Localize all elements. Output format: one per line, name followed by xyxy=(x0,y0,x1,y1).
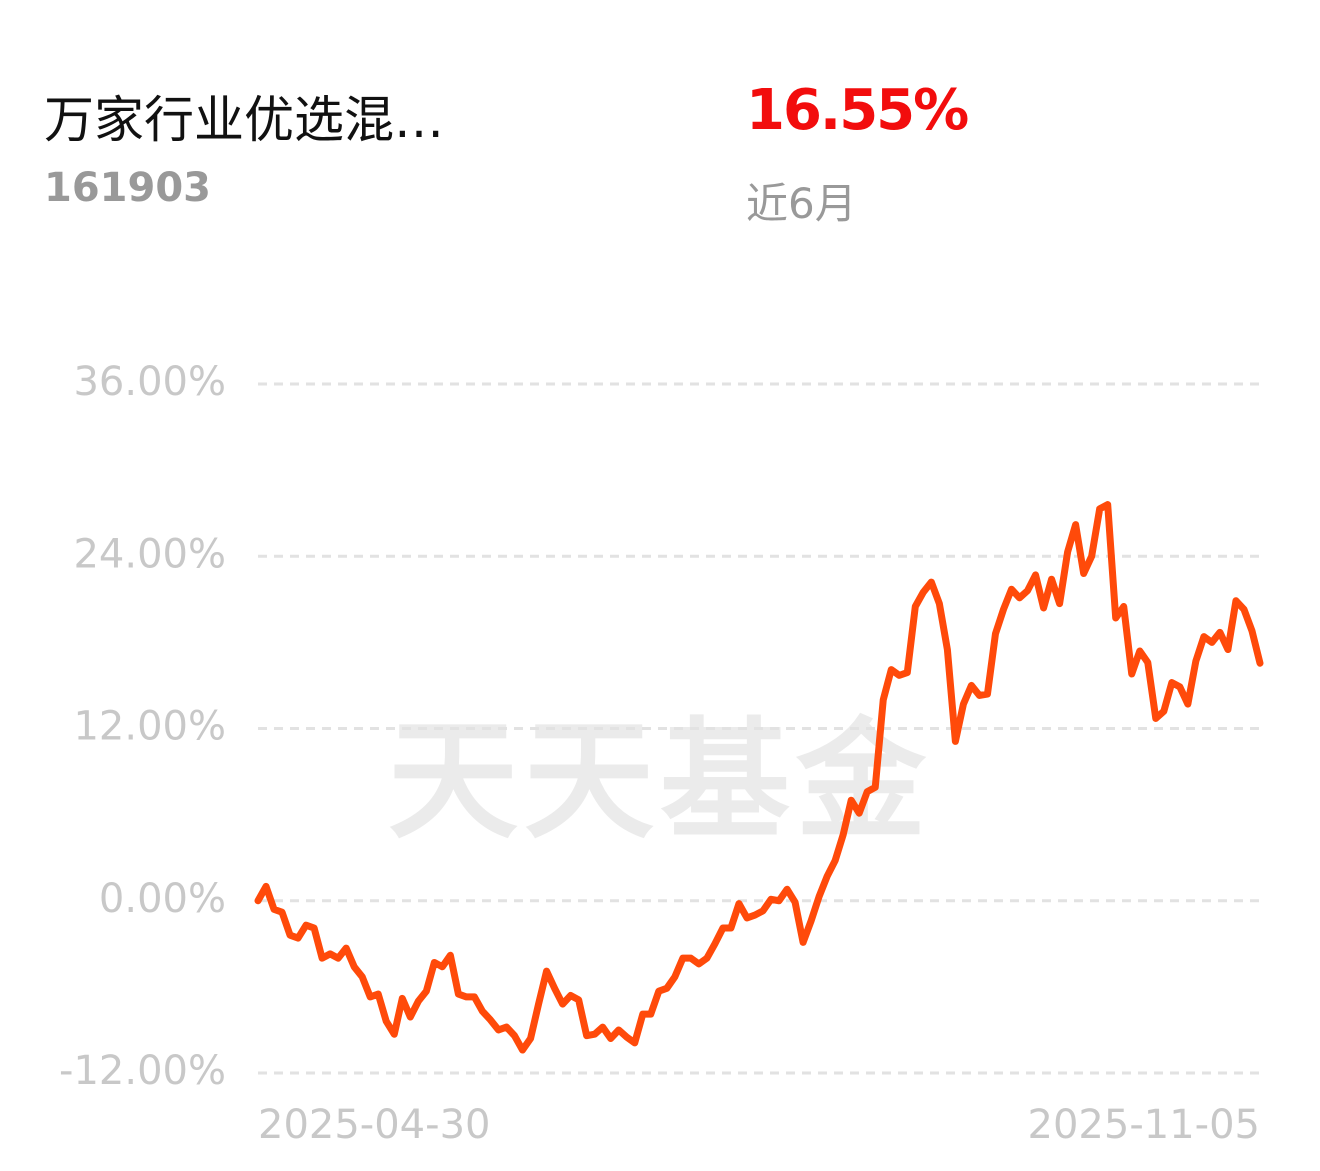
return-value: 16.55% xyxy=(746,78,969,143)
period-label: 近6月 xyxy=(746,179,857,228)
y-tick-label: 12.00% xyxy=(73,704,226,750)
y-tick-label: -12.00% xyxy=(59,1048,226,1094)
x-tick-label: 2025-11-05 xyxy=(1028,1102,1260,1148)
line-series xyxy=(254,501,1264,1054)
fund-name: 万家行业优选混… xyxy=(44,91,444,149)
y-tick-label: 0.00% xyxy=(99,876,226,922)
x-tick-label: 2025-04-30 xyxy=(258,1102,490,1148)
y-tick-label: 24.00% xyxy=(73,531,226,577)
fund-code: 161903 xyxy=(44,165,211,211)
y-tick-label: 36.00% xyxy=(73,359,226,405)
